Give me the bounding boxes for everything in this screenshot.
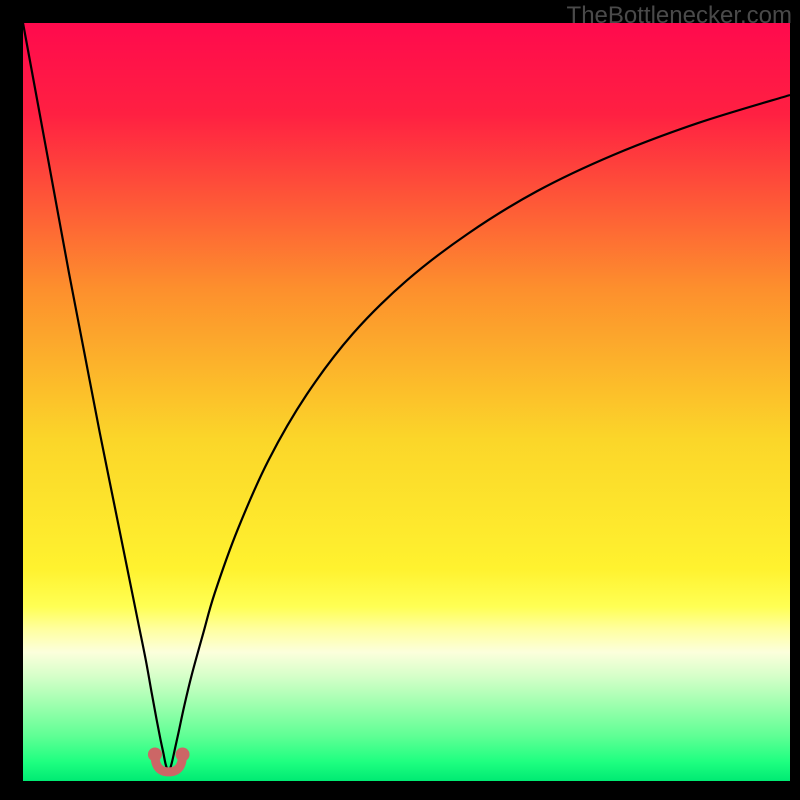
bottleneck-curve-chart [0, 0, 800, 800]
watermark-text: TheBottlenecker.com [567, 2, 792, 30]
marker-dot-right [176, 747, 190, 761]
gradient-plot-area [23, 23, 790, 781]
chart-root: TheBottlenecker.com [0, 0, 800, 800]
marker-dot-left [148, 747, 162, 761]
